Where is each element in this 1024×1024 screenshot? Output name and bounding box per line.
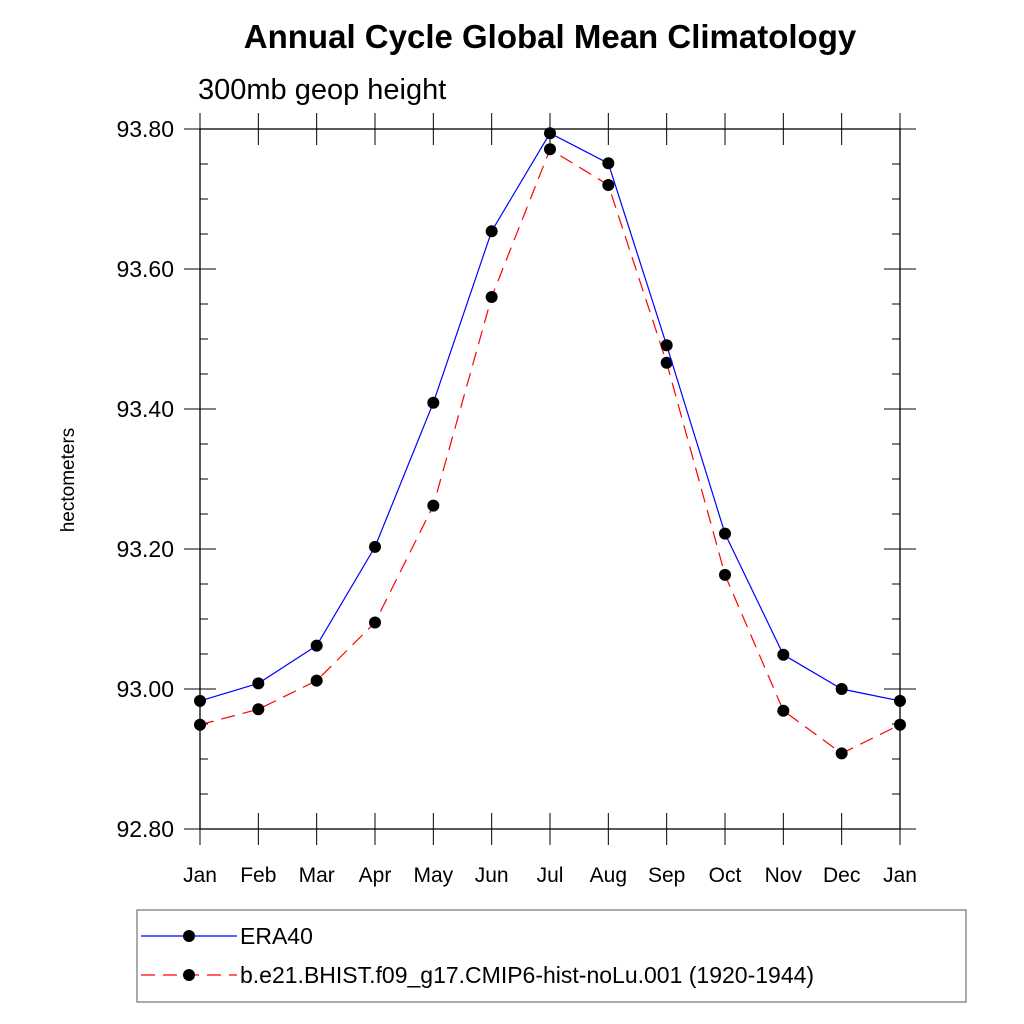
data-point (894, 694, 906, 707)
y-tick-label: 93.40 (116, 396, 174, 422)
data-point (485, 291, 498, 303)
series-layer (194, 127, 906, 760)
x-tick-label: Jan (883, 864, 917, 887)
y-tick-label: 93.00 (116, 676, 174, 702)
legend-marker (183, 969, 195, 981)
x-tick-label: Mar (299, 864, 335, 887)
x-tick-label: Sep (648, 864, 685, 887)
data-point (835, 683, 848, 695)
data-point (252, 677, 265, 690)
x-tick-label: May (413, 864, 453, 887)
legend-entry-label: b.e21.BHIST.f09_g17.CMIP6-hist-noLu.001 … (240, 962, 814, 988)
data-point (719, 527, 731, 540)
data-point (252, 703, 265, 716)
legend-marker (183, 930, 195, 942)
data-point (660, 356, 673, 369)
x-tick-label: Jan (183, 864, 217, 887)
y-axis-ticks: 92.80 93.00 93.20 93.40 93.60 93.80 (116, 116, 916, 842)
data-point (544, 143, 556, 156)
x-tick-label: Aug (590, 864, 627, 887)
y-tick-label: 92.80 (116, 816, 174, 842)
data-point (777, 648, 790, 661)
data-point (485, 225, 498, 238)
data-point (602, 157, 615, 170)
data-point (544, 127, 556, 140)
data-point (310, 639, 323, 652)
data-point (835, 747, 848, 760)
data-point (369, 616, 381, 629)
series-0 (194, 127, 906, 707)
data-point (777, 704, 790, 717)
x-tick-label: Feb (240, 864, 276, 887)
data-point (660, 339, 673, 352)
data-point (894, 718, 906, 731)
data-point (194, 694, 206, 707)
data-point (427, 396, 440, 409)
data-point (310, 674, 323, 687)
x-tick-label: Dec (823, 864, 860, 887)
chart-title: Annual Cycle Global Mean Climatology (244, 18, 857, 55)
data-point (194, 718, 206, 731)
x-tick-label: Jun (475, 864, 509, 887)
y-axis-label: hectometers (58, 428, 79, 533)
x-tick-label: Jul (537, 864, 564, 887)
legend-box (136, 909, 967, 1003)
series-1 (194, 143, 906, 760)
data-point (602, 179, 615, 191)
y-tick-label: 93.20 (116, 536, 174, 562)
legend: ERA40 b.e21.BHIST.f09_g17.CMIP6-hist-noLu… (136, 909, 967, 1003)
data-point (719, 568, 731, 581)
x-axis-ticks: Jan Feb Mar Apr May Jun Jul Aug Sep Oct Nov Dec Jan (183, 113, 917, 887)
data-point (369, 540, 381, 553)
x-tick-label: Nov (765, 864, 803, 887)
chart-subtitle: 300mb geop height (198, 74, 446, 106)
data-point (427, 499, 440, 512)
legend-entry-label: ERA40 (240, 923, 313, 949)
y-tick-label: 93.80 (116, 116, 174, 142)
x-tick-label: Oct (709, 864, 742, 887)
y-tick-label: 93.60 (116, 256, 174, 282)
x-tick-label: Apr (359, 864, 392, 887)
